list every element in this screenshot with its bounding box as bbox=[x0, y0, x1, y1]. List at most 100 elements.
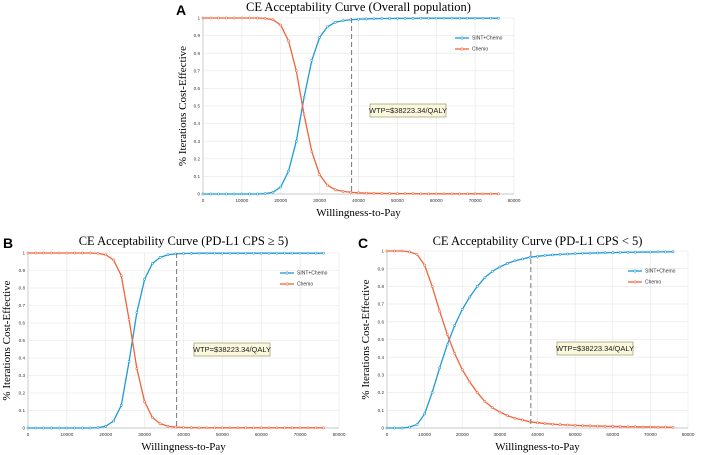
data-point bbox=[104, 424, 108, 428]
y-tick-label: 0.5 bbox=[19, 338, 26, 343]
data-point bbox=[411, 17, 415, 20]
data-point bbox=[380, 192, 384, 195]
y-tick-label: 0.5 bbox=[378, 337, 385, 342]
data-point bbox=[322, 426, 325, 430]
x-tick-label: 30000 bbox=[138, 432, 151, 437]
wtp-annotation-text: WTP=$38223.34/QALY bbox=[556, 344, 634, 353]
data-point bbox=[34, 251, 38, 255]
data-point bbox=[396, 192, 399, 195]
data-point bbox=[473, 192, 477, 196]
data-point bbox=[475, 285, 479, 288]
data-point bbox=[498, 265, 502, 269]
data-point bbox=[88, 251, 92, 255]
data-point bbox=[221, 251, 224, 255]
data-point bbox=[283, 251, 286, 255]
data-point bbox=[481, 16, 485, 20]
data-point bbox=[213, 251, 216, 255]
y-tick-label: 0.8 bbox=[194, 51, 201, 56]
data-point bbox=[217, 16, 220, 20]
legend-marker bbox=[633, 280, 637, 284]
data-point bbox=[182, 426, 185, 429]
data-point bbox=[385, 249, 389, 253]
data-point bbox=[411, 192, 415, 195]
data-point bbox=[127, 360, 131, 363]
data-point bbox=[263, 192, 267, 195]
data-point bbox=[551, 422, 554, 426]
data-point bbox=[498, 410, 502, 414]
data-point bbox=[460, 368, 464, 371]
data-point bbox=[357, 17, 360, 21]
legend-marker bbox=[285, 271, 289, 275]
data-point bbox=[372, 191, 376, 195]
data-point bbox=[403, 192, 407, 195]
x-tick-label: 50000 bbox=[216, 432, 229, 437]
data-point bbox=[423, 263, 426, 267]
data-point bbox=[475, 391, 479, 394]
x-tick-label: 0 bbox=[386, 432, 389, 437]
data-point bbox=[438, 309, 442, 313]
wtp-annotation-box bbox=[369, 103, 447, 118]
data-point bbox=[357, 191, 360, 195]
data-point bbox=[57, 426, 61, 430]
data-point bbox=[403, 17, 407, 20]
data-point bbox=[458, 192, 461, 196]
y-tick-label: 1 bbox=[381, 249, 384, 254]
data-point bbox=[489, 192, 493, 196]
data-point bbox=[489, 16, 493, 20]
panel-letter-c: C bbox=[358, 235, 368, 251]
data-point bbox=[656, 250, 660, 254]
data-point bbox=[364, 191, 368, 195]
legend-label: SINT+Chemo bbox=[297, 271, 328, 277]
data-point bbox=[603, 424, 607, 428]
data-point bbox=[633, 250, 637, 254]
data-point bbox=[566, 423, 569, 427]
data-point bbox=[633, 425, 637, 429]
data-point bbox=[664, 425, 667, 429]
data-point bbox=[104, 253, 108, 257]
y-tick-label: 0.7 bbox=[378, 302, 385, 307]
y-axis-label: % Iterations Cost-Effective bbox=[1, 280, 13, 400]
data-point bbox=[322, 251, 325, 255]
x-tick-label: 10000 bbox=[235, 198, 248, 203]
y-tick-label: 0.7 bbox=[19, 303, 26, 308]
data-point bbox=[458, 16, 461, 20]
data-point bbox=[453, 352, 457, 356]
data-point bbox=[483, 400, 487, 403]
data-point bbox=[287, 39, 290, 43]
y-tick-label: 0.3 bbox=[194, 139, 201, 144]
legend-label: Chemo bbox=[645, 280, 661, 286]
data-point bbox=[259, 251, 263, 255]
y-tick-label: 0.6 bbox=[378, 319, 385, 324]
x-tick-label: 0 bbox=[27, 432, 30, 437]
data-point bbox=[664, 250, 667, 254]
data-point bbox=[81, 426, 84, 430]
data-point bbox=[326, 25, 329, 29]
data-point bbox=[213, 426, 216, 430]
legend-marker bbox=[460, 47, 464, 51]
data-point bbox=[558, 423, 562, 426]
data-point bbox=[201, 192, 205, 196]
data-point bbox=[393, 426, 396, 430]
data-point bbox=[217, 192, 220, 196]
data-point bbox=[221, 426, 224, 430]
legend-label: SINT+Chemo bbox=[472, 36, 503, 42]
data-point bbox=[73, 426, 76, 430]
data-point bbox=[400, 249, 404, 253]
x-tick-label: 30000 bbox=[313, 198, 326, 203]
data-point bbox=[581, 424, 585, 428]
data-point bbox=[275, 426, 279, 430]
data-point bbox=[182, 252, 185, 255]
data-point bbox=[333, 21, 337, 24]
x-tick-label: 70000 bbox=[294, 432, 307, 437]
chart-title: CE Acceptability Curve (PD-L1 CPS < 5) bbox=[433, 234, 643, 248]
data-point bbox=[415, 253, 419, 256]
data-point bbox=[291, 251, 294, 255]
data-point bbox=[408, 425, 411, 429]
data-point bbox=[291, 426, 294, 430]
data-point bbox=[119, 274, 123, 278]
data-point bbox=[236, 251, 240, 255]
data-point bbox=[232, 16, 236, 20]
legend-marker bbox=[285, 282, 289, 286]
data-point bbox=[81, 251, 84, 255]
x-tick-label: 10000 bbox=[60, 432, 73, 437]
